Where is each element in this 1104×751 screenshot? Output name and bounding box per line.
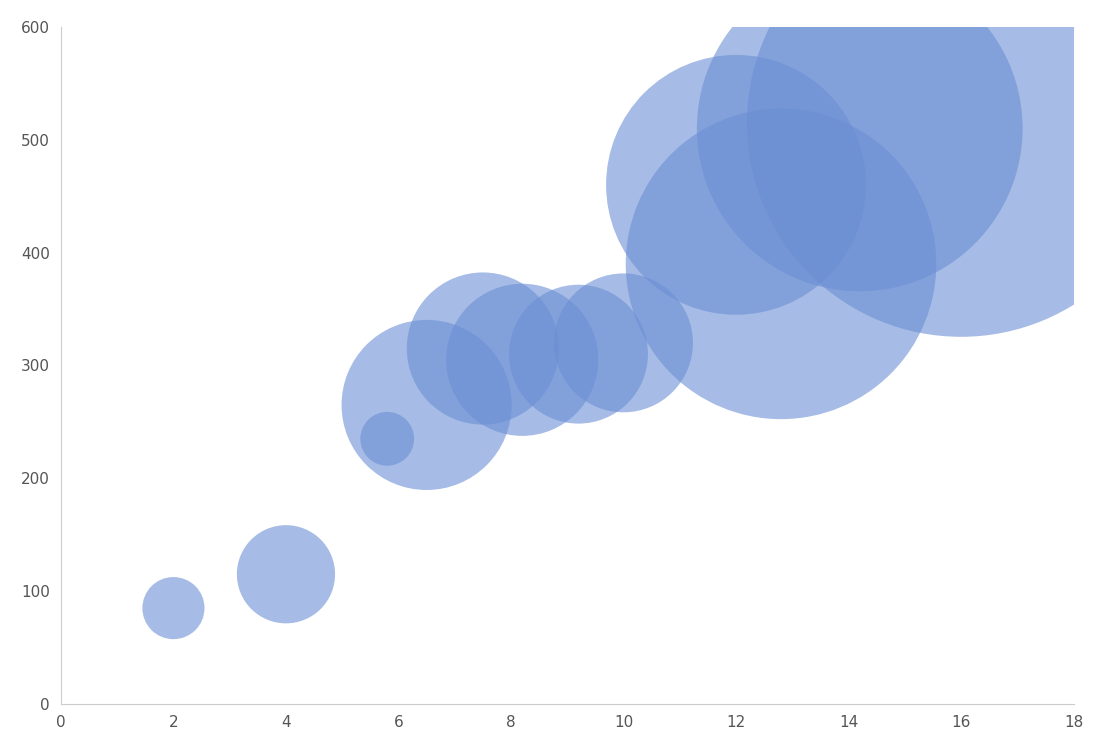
Point <box>570 348 587 360</box>
Point <box>728 179 745 191</box>
Point <box>379 433 396 445</box>
Point <box>772 258 789 270</box>
Point <box>615 337 633 349</box>
Point <box>417 399 435 411</box>
Point <box>277 569 295 581</box>
Point <box>513 354 531 366</box>
Point <box>164 602 182 614</box>
Point <box>952 116 969 128</box>
Point <box>851 122 869 134</box>
Point <box>474 342 491 354</box>
